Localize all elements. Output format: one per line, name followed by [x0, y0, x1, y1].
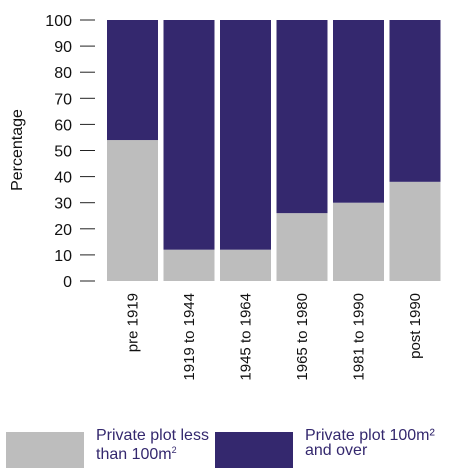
stacked-bar-chart: Percentage 0 10 20 30 40 50 60 70 80 90 100 pre 19… [9, 13, 441, 381]
y-tick-label: 30 [54, 196, 72, 213]
y-tick-label: 70 [54, 91, 72, 108]
bar-segment-100-and-over [220, 20, 271, 250]
legend-label-line1: Private plot 100m² [305, 427, 435, 444]
y-tick-label: 0 [63, 274, 72, 291]
y-tick-labels: 0 10 20 30 40 50 60 70 80 90 100 [45, 13, 95, 291]
legend-label-superscript: 2 [171, 445, 177, 455]
x-tick-label: 1945 to 1964 [238, 293, 255, 381]
bar-segment-100-and-over [276, 20, 328, 214]
bar-segment-less-than-100 [220, 249, 271, 281]
legend-swatch-100-and-over [215, 432, 293, 468]
y-tick-label: 90 [54, 39, 72, 56]
legend-label-line2: and over [305, 442, 368, 459]
x-tick-label: post 1990 [407, 293, 424, 359]
bar-segment-100-and-over [107, 20, 158, 141]
y-tick-label: 60 [54, 117, 72, 134]
legend-swatch-less-than-100 [6, 432, 84, 468]
legend-label-less-than-100: Private plot less than 100m2 [96, 427, 256, 463]
y-tick-label: 40 [54, 170, 72, 187]
legend-label-line2: than 100m2 [96, 443, 256, 463]
bars [107, 20, 441, 281]
y-tick-label: 10 [54, 248, 72, 265]
bar-segment-less-than-100 [389, 181, 441, 281]
legend-item-100-and-over: Private plot 100m² and over [215, 427, 470, 468]
legend-label-line1: Private plot less [96, 427, 209, 444]
y-tick-label: 80 [54, 65, 72, 82]
bar-segment-less-than-100 [333, 202, 384, 281]
x-tick-label: pre 1919 [125, 293, 142, 352]
legend-label-100-and-over: Private plot 100m² and over [305, 427, 465, 459]
x-tick-labels: pre 1919 1919 to 1944 1945 to 1964 1965 to … [125, 293, 425, 381]
bar-segment-less-than-100 [107, 140, 158, 281]
bar-segment-100-and-over [163, 20, 215, 250]
x-tick-label: 1965 to 1980 [294, 293, 311, 381]
legend-label-line2-text: than 100m [96, 446, 172, 463]
bar-segment-100-and-over [389, 20, 441, 182]
x-tick-label: 1919 to 1944 [181, 293, 198, 381]
y-tick-label: 50 [54, 144, 72, 161]
y-axis-label: Percentage [9, 109, 26, 191]
x-tick-label: 1981 to 1990 [351, 293, 368, 381]
legend-item-less-than-100: Private plot less than 100m2 [6, 428, 226, 468]
bar-segment-100-and-over [333, 20, 384, 203]
bar-segment-less-than-100 [276, 213, 328, 281]
bar-segment-less-than-100 [163, 249, 215, 281]
y-tick-label: 20 [54, 222, 72, 239]
y-tick-label: 100 [45, 13, 72, 30]
y-axis-label-group: Percentage [9, 109, 26, 191]
